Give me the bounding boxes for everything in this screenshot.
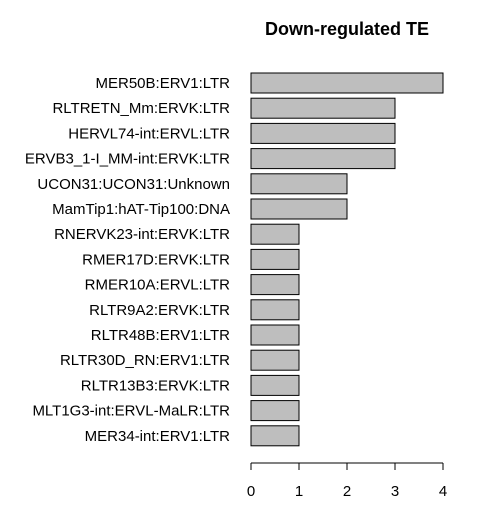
category-label: RLTRETN_Mm:ERVK:LTR <box>52 100 230 117</box>
bar <box>250 223 300 245</box>
category-label: RMER17D:ERVK:LTR <box>82 251 230 268</box>
bar <box>250 198 348 220</box>
x-axis: 0 1 2 3 4 <box>247 462 447 500</box>
bar <box>250 248 300 270</box>
bars-layer <box>250 72 444 447</box>
x-tick-label: 3 <box>391 483 399 500</box>
category-label: MER34-int:ERV1:LTR <box>85 428 230 445</box>
category-label: MLT1G3-int:ERVL-MaLR:LTR <box>32 403 230 420</box>
bar <box>250 349 300 371</box>
category-label: MamTip1:hAT-Tip100:DNA <box>52 201 230 218</box>
category-label: RLTR30D_RN:ERV1:LTR <box>60 352 230 369</box>
category-labels: MER50B:ERV1:LTR RLTRETN_Mm:ERVK:LTR HERVL7… <box>25 75 230 445</box>
bar <box>250 299 300 321</box>
category-label: HERVL74-int:ERVL:LTR <box>68 125 230 142</box>
x-tick-label: 1 <box>295 483 303 500</box>
x-tick-label: 4 <box>439 483 447 500</box>
category-label: RLTR9A2:ERVK:LTR <box>89 302 230 319</box>
category-label: MER50B:ERV1:LTR <box>96 75 231 92</box>
category-label: ERVB3_1-I_MM-int:ERVK:LTR <box>25 151 230 168</box>
bar <box>250 374 300 396</box>
bar <box>250 122 396 144</box>
bar <box>250 72 444 94</box>
bar <box>250 97 396 119</box>
bar <box>250 400 300 422</box>
category-label: RLTR13B3:ERVK:LTR <box>81 377 230 394</box>
x-tick-label: 0 <box>247 483 255 500</box>
category-label: UCON31:UCON31:Unknown <box>37 176 230 193</box>
bar <box>250 425 300 447</box>
category-label: RMER10A:ERVL:LTR <box>85 277 230 294</box>
bar <box>250 274 300 296</box>
x-tick-label: 2 <box>343 483 351 500</box>
category-label: RLTR48B:ERV1:LTR <box>91 327 230 344</box>
bar <box>250 148 396 170</box>
bar <box>250 173 348 195</box>
chart-title: Down-regulated TE <box>265 19 429 39</box>
bar <box>250 324 300 346</box>
category-label: RNERVK23-int:ERVK:LTR <box>54 226 230 243</box>
